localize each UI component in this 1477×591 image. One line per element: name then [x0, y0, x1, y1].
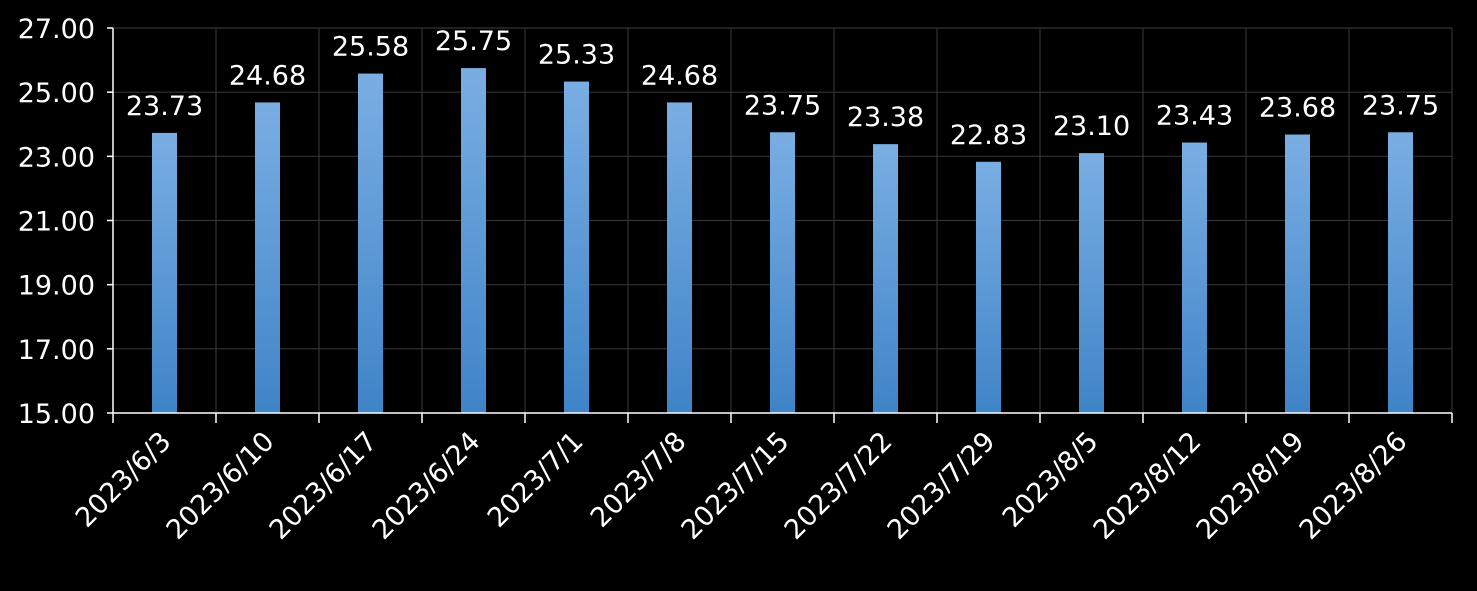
data-label: 25.58	[332, 32, 409, 63]
grid-lines	[113, 27, 1453, 413]
x-tick-label: 2023/7/29	[882, 426, 1002, 546]
y-tick-label: 17.00	[18, 335, 95, 366]
bars	[152, 68, 1413, 414]
data-label: 23.38	[847, 102, 924, 133]
bar	[1079, 153, 1104, 413]
bar	[358, 73, 383, 413]
y-tick-label: 25.00	[18, 78, 95, 109]
y-tick-label: 27.00	[18, 14, 95, 45]
bar	[770, 132, 795, 414]
bar	[873, 144, 898, 413]
data-label: 23.75	[744, 90, 821, 121]
bar	[255, 102, 280, 413]
data-label: 24.68	[641, 60, 718, 91]
x-tick-label: 2023/6/3	[70, 426, 178, 534]
data-label: 23.75	[1362, 90, 1439, 121]
x-tick-label: 2023/8/19	[1191, 426, 1311, 546]
y-tick-labels: 15.00 17.00 19.00 21.00 23.00 25.00 27.00	[18, 14, 95, 430]
x-tick-label: 2023/6/24	[367, 426, 487, 546]
data-labels: 23.73 24.68 25.58 25.75 25.33 24.68 23.75 23.38…	[126, 26, 1439, 151]
bar	[461, 68, 486, 414]
axes	[107, 27, 1453, 423]
data-label: 23.68	[1259, 93, 1336, 124]
bar	[564, 81, 589, 414]
y-tick-label: 15.00	[18, 399, 95, 430]
x-tick-label: 2023/8/5	[997, 426, 1105, 534]
bar	[1182, 142, 1207, 413]
x-tick-label: 2023/8/12	[1088, 426, 1208, 546]
bar	[1285, 134, 1310, 413]
bar	[152, 132, 177, 413]
data-label: 23.73	[126, 91, 203, 122]
bar	[667, 102, 692, 413]
data-label: 24.68	[229, 60, 306, 91]
x-tick-label: 2023/7/1	[482, 426, 590, 534]
y-tick-label: 23.00	[18, 142, 95, 173]
bar	[1388, 132, 1413, 414]
y-tick-label: 21.00	[18, 207, 95, 238]
data-label: 23.10	[1053, 111, 1130, 142]
data-label: 25.75	[435, 26, 512, 57]
data-label: 23.43	[1156, 101, 1233, 132]
x-tick-label: 2023/8/26	[1294, 426, 1414, 546]
x-tick-labels: 2023/6/32023/6/102023/6/172023/6/242023/…	[70, 426, 1414, 546]
y-tick-label: 19.00	[18, 271, 95, 302]
data-label: 22.83	[950, 120, 1027, 151]
x-tick-label: 2023/7/15	[676, 426, 796, 546]
bar	[976, 161, 1001, 413]
x-tick-label: 2023/6/10	[161, 426, 281, 546]
x-tick-label: 2023/6/17	[264, 426, 384, 546]
x-tick-label: 2023/7/8	[585, 426, 693, 534]
data-label: 25.33	[538, 40, 615, 71]
x-tick-label: 2023/7/22	[779, 426, 899, 546]
